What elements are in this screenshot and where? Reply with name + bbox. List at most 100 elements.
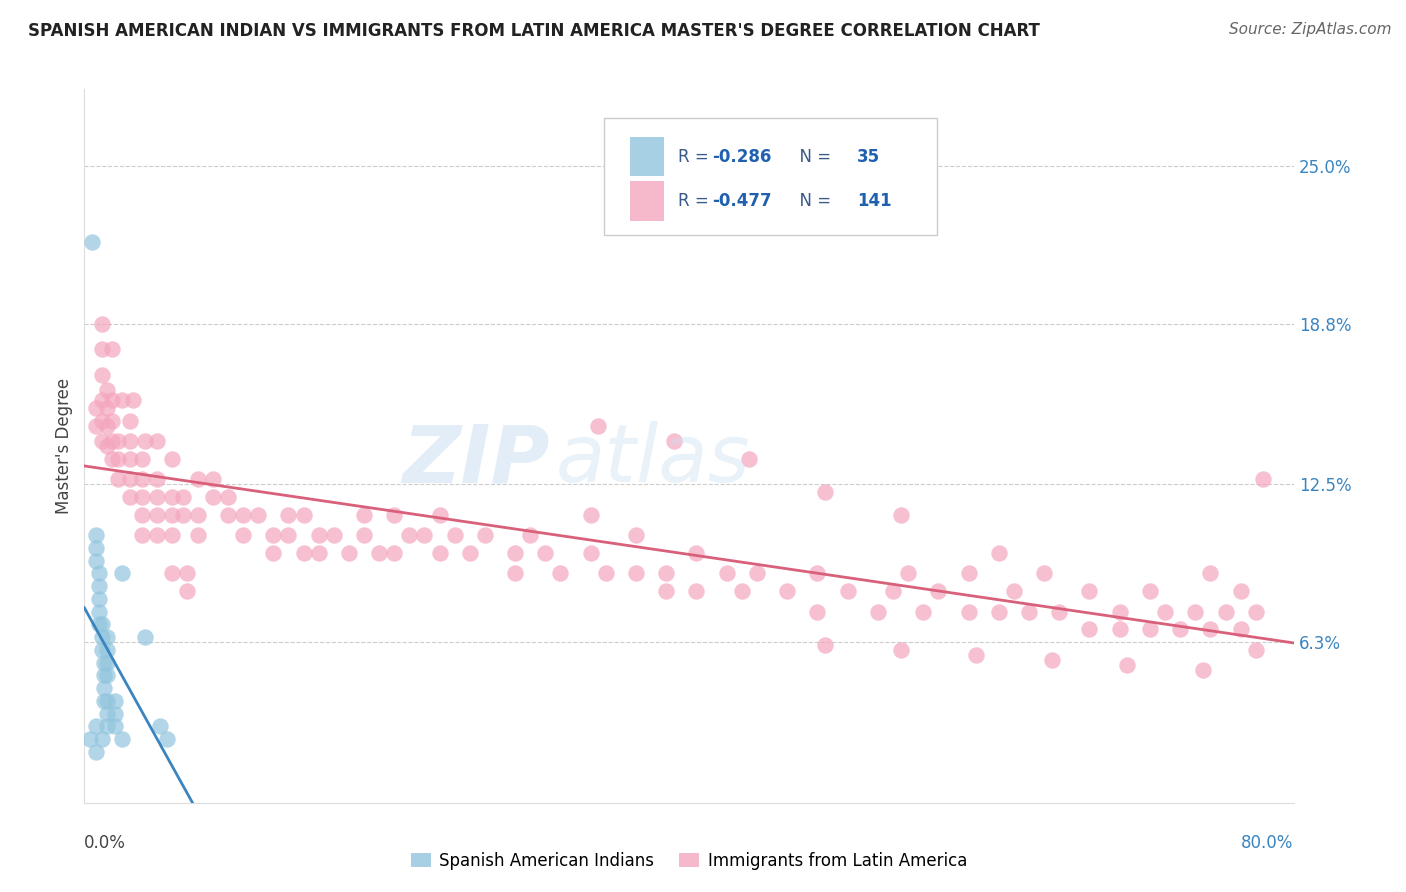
Point: [86, 541, 108, 555]
Point: [93, 681, 115, 695]
Point: [685, 584, 707, 599]
Point: [957, 566, 980, 581]
Point: [160, 566, 183, 581]
Point: [172, 508, 194, 522]
Text: atlas: atlas: [555, 421, 751, 500]
Point: [131, 451, 153, 466]
Point: [890, 643, 912, 657]
Point: [745, 566, 768, 581]
Point: [776, 584, 799, 599]
Point: [134, 630, 156, 644]
Point: [1108, 605, 1130, 619]
Point: [146, 490, 169, 504]
Point: [550, 566, 572, 581]
Point: [201, 490, 224, 504]
Point: [1199, 566, 1222, 581]
Point: [96, 719, 118, 733]
Point: [96, 383, 118, 397]
Text: R =: R =: [678, 148, 714, 166]
Point: [91, 434, 114, 448]
Point: [806, 566, 828, 581]
Point: [1139, 584, 1161, 599]
Point: [1047, 605, 1070, 619]
Point: [398, 528, 420, 542]
Text: N =: N =: [789, 192, 837, 210]
Point: [1192, 663, 1215, 677]
Point: [1078, 623, 1101, 637]
Point: [429, 508, 451, 522]
Point: [89, 579, 111, 593]
Point: [262, 528, 284, 542]
Point: [91, 630, 114, 644]
Point: [104, 719, 127, 733]
Text: ZIP: ZIP: [402, 421, 550, 500]
Point: [107, 472, 129, 486]
Point: [118, 413, 141, 427]
Point: [107, 451, 129, 466]
Point: [201, 472, 224, 486]
Point: [187, 508, 209, 522]
Point: [731, 584, 754, 599]
Point: [685, 546, 707, 560]
Point: [111, 393, 134, 408]
Point: [232, 528, 254, 542]
Point: [89, 605, 111, 619]
Point: [1244, 643, 1267, 657]
Point: [91, 317, 114, 331]
Point: [1116, 658, 1139, 673]
Point: [96, 706, 118, 721]
Point: [595, 566, 617, 581]
Point: [160, 490, 183, 504]
Point: [96, 668, 118, 682]
Point: [716, 566, 738, 581]
Point: [837, 584, 859, 599]
Text: N =: N =: [789, 148, 837, 166]
Point: [1108, 623, 1130, 637]
Point: [1184, 605, 1206, 619]
Point: [118, 451, 141, 466]
Point: [353, 528, 375, 542]
Text: 0.0%: 0.0%: [84, 834, 127, 852]
Point: [96, 643, 118, 657]
Point: [262, 546, 284, 560]
Legend: Spanish American Indians, Immigrants from Latin America: Spanish American Indians, Immigrants fro…: [405, 846, 973, 877]
Text: 80.0%: 80.0%: [1241, 834, 1294, 852]
Point: [503, 566, 526, 581]
Point: [89, 617, 111, 632]
Point: [353, 508, 375, 522]
Point: [579, 546, 602, 560]
Point: [96, 439, 118, 453]
Point: [149, 719, 172, 733]
Point: [134, 434, 156, 448]
Point: [100, 342, 122, 356]
Point: [96, 401, 118, 415]
Point: [292, 508, 315, 522]
Point: [965, 648, 987, 662]
Point: [1199, 623, 1222, 637]
Point: [277, 528, 299, 542]
Point: [118, 490, 141, 504]
Bar: [630, 137, 664, 177]
Point: [247, 508, 270, 522]
Point: [146, 472, 169, 486]
Point: [146, 434, 169, 448]
Y-axis label: Master's Degree: Master's Degree: [55, 378, 73, 514]
Point: [86, 745, 108, 759]
Point: [413, 528, 436, 542]
Text: 141: 141: [858, 192, 891, 210]
Point: [1215, 605, 1237, 619]
Point: [79, 732, 101, 747]
Point: [96, 630, 118, 644]
Point: [104, 694, 127, 708]
Point: [96, 656, 118, 670]
Point: [987, 546, 1010, 560]
Point: [1168, 623, 1191, 637]
Point: [91, 643, 114, 657]
Point: [738, 451, 761, 466]
Point: [91, 368, 114, 382]
Point: [1033, 566, 1056, 581]
Point: [337, 546, 360, 560]
Point: [1018, 605, 1040, 619]
Point: [111, 566, 134, 581]
Point: [655, 566, 678, 581]
